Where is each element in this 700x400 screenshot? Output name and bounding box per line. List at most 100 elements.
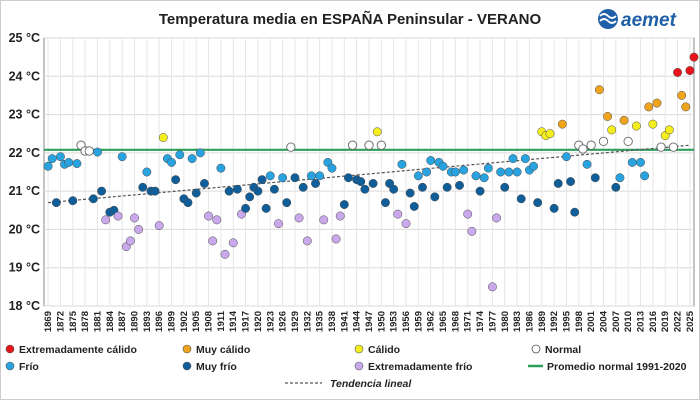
data-point-mc	[681, 102, 691, 112]
x-tick-label: 2007	[611, 311, 622, 332]
data-point-f	[479, 173, 489, 183]
data-point-mf	[138, 182, 148, 192]
x-tick-label: 1920	[253, 311, 264, 332]
x-tick-label: 1962	[426, 311, 437, 332]
legend-label-ec: Extremadamente cálido	[19, 344, 137, 356]
legend-marker-f	[5, 361, 15, 371]
x-tick-label: 1944	[352, 310, 363, 332]
y-tick-label: 20 °C	[9, 222, 40, 236]
data-point-ef	[393, 209, 403, 219]
legend-label-mf: Muy frío	[196, 361, 237, 373]
x-tick-label: 1959	[413, 311, 424, 332]
data-point-ef	[331, 234, 341, 244]
data-point-f	[64, 157, 74, 167]
data-point-mf	[455, 180, 464, 190]
data-point-n	[586, 140, 596, 150]
data-point-mf	[475, 186, 485, 196]
data-point-f	[265, 171, 275, 181]
x-tick-label: 1977	[487, 311, 498, 332]
x-tick-label: 1971	[463, 310, 474, 332]
data-point-f	[142, 167, 152, 177]
data-point-mf	[368, 179, 378, 188]
data-point-f	[562, 152, 571, 162]
data-point-f	[450, 167, 460, 177]
data-point-f	[422, 167, 432, 177]
x-tick-label: 1956	[401, 311, 412, 332]
data-point-ef	[154, 221, 164, 231]
x-tick-label: 2004	[598, 310, 609, 332]
data-point-n	[598, 136, 609, 147]
data-point-mf	[245, 192, 255, 202]
x-tick-label: 1941	[339, 310, 350, 332]
legend-label-f: Frío	[19, 361, 39, 373]
data-points	[43, 52, 699, 292]
legend-label-n: Normal	[545, 344, 581, 356]
data-point-mf	[516, 194, 526, 204]
data-point-mc	[652, 98, 662, 108]
data-point-ef	[487, 282, 497, 292]
data-point-ef	[401, 219, 411, 229]
y-tick-label: 21 °C	[9, 184, 40, 198]
legend-marker-ec	[5, 344, 15, 354]
x-tick-label: 1887	[117, 311, 128, 332]
data-point-mf	[360, 184, 370, 194]
x-tick-label: 1974	[475, 310, 486, 332]
data-point-f	[512, 167, 522, 177]
data-point-ef	[335, 211, 345, 221]
data-point-f	[216, 163, 226, 173]
data-point-c	[664, 125, 674, 135]
legend-label-c: Cálido	[368, 344, 400, 356]
data-point-f	[306, 171, 316, 181]
legend-marker-ef	[354, 361, 364, 371]
y-tick-label: 24 °C	[9, 69, 40, 83]
data-point-f	[508, 154, 518, 164]
data-point-n	[364, 140, 374, 150]
x-tick-label: 2013	[636, 311, 647, 332]
data-point-mc	[603, 112, 613, 121]
data-point-mf	[224, 186, 234, 196]
x-tick-label: 1878	[80, 311, 91, 332]
data-point-f	[167, 157, 176, 167]
data-point-mf	[68, 196, 78, 206]
data-point-mf	[171, 175, 181, 185]
data-point-c	[372, 127, 382, 137]
data-point-ef	[228, 238, 238, 248]
data-point-ef	[220, 249, 230, 259]
data-point-f	[471, 171, 481, 181]
x-tick-label: 1992	[549, 311, 560, 332]
data-point-ef	[492, 213, 501, 223]
data-point-mc	[644, 102, 654, 112]
data-point-n	[84, 146, 94, 156]
data-point-ec	[685, 66, 695, 75]
data-point-mf	[269, 184, 279, 194]
data-point-mf	[97, 186, 107, 196]
chart-title: Temperatura media en ESPAÑA Peninsular -…	[159, 10, 542, 28]
data-point-mc	[557, 119, 567, 129]
data-point-ef	[294, 213, 304, 223]
x-tick-label: 2022	[673, 311, 684, 332]
data-point-c	[607, 125, 617, 135]
data-point-mf	[241, 203, 251, 213]
data-point-mf	[405, 188, 415, 198]
data-point-f	[640, 171, 650, 181]
x-tick-label: 1917	[241, 311, 252, 332]
x-tick-label: 1995	[561, 310, 572, 332]
data-point-mf	[356, 177, 366, 187]
legend-label-trend: Tendencia lineal	[330, 378, 412, 390]
x-tick-label: 1980	[500, 311, 511, 332]
brand-name: aemet	[621, 10, 677, 31]
data-point-f	[582, 159, 592, 169]
legend-label-mc: Muy cálido	[196, 344, 250, 356]
data-point-mf	[311, 179, 320, 188]
data-point-n	[668, 142, 679, 152]
data-point-n	[656, 142, 666, 152]
x-tick-label: 1989	[537, 311, 548, 332]
data-point-f	[520, 154, 530, 164]
data-point-mf	[430, 192, 440, 202]
x-tick-label: 1872	[55, 311, 66, 332]
data-point-mf	[343, 173, 353, 183]
data-point-f	[496, 167, 506, 177]
x-tick-label: 1902	[179, 311, 190, 332]
legend-label-normal: Promedio normal 1991-2020	[547, 361, 687, 373]
